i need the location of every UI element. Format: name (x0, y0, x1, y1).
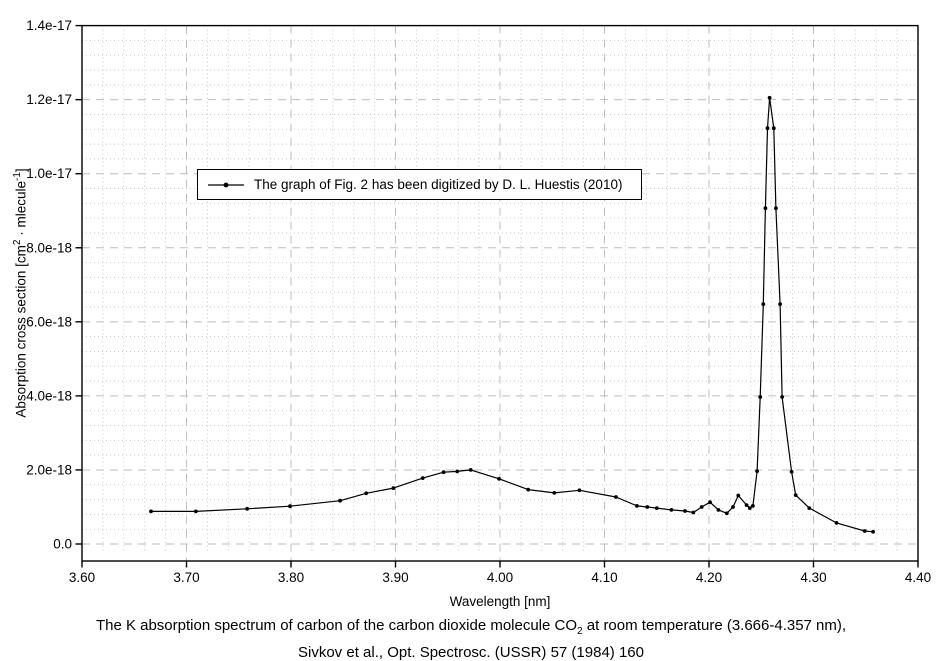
data-point (691, 510, 696, 515)
data-point (744, 503, 749, 507)
data-point (149, 509, 153, 514)
data-point (807, 506, 812, 510)
data-point (780, 395, 784, 399)
y-tick-label: 0.0 (53, 537, 72, 552)
y-axis-title: Absorption cross section [cm2 · mlecule-… (11, 168, 29, 418)
data-point (468, 468, 473, 472)
data-point (767, 95, 772, 100)
data-point (778, 302, 782, 306)
data-markers (149, 95, 875, 534)
y-tick-label: 6.0e-18 (26, 314, 72, 329)
x-tick-label: 4.40 (905, 570, 931, 585)
data-point (288, 504, 292, 509)
data-point (497, 476, 501, 481)
x-axis-title: Wavelength [nm] (449, 594, 551, 609)
y-tick-label: 1.4e-17 (26, 18, 72, 33)
data-point (765, 126, 770, 131)
data-point (758, 395, 763, 399)
y-tick-label: 1.2e-17 (26, 92, 72, 107)
data-point (683, 509, 687, 513)
caption: The K absorption spectrum of carbon of t… (0, 615, 942, 661)
data-point (761, 302, 766, 306)
data-point (774, 206, 778, 211)
x-tick-label: 4.30 (800, 570, 826, 585)
data-point (614, 495, 618, 499)
data-point (441, 470, 446, 475)
data-point (245, 506, 250, 511)
x-tick-label: 3.90 (382, 570, 408, 585)
data-point (834, 521, 839, 525)
x-tick-label: 3.60 (69, 570, 95, 585)
x-tick-label: 3.80 (278, 570, 304, 585)
y-tick-label: 1.0e-17 (26, 166, 72, 181)
legend-label: The graph of Fig. 2 has been digitized b… (254, 177, 623, 192)
data-point (338, 498, 342, 503)
data-point (420, 476, 425, 480)
caption-line-1: The K absorption spectrum of carbon of t… (95, 617, 847, 637)
x-tick-label: 4.10 (591, 570, 617, 585)
data-point (747, 506, 752, 510)
legend-line-marker-icon (208, 182, 244, 187)
x-tick-label: 4.20 (696, 570, 722, 585)
data-point (654, 506, 659, 510)
caption-line-2: Sivkov et al., Opt. Spectrosc. (USSR) 57… (298, 644, 644, 661)
tick-labels: 3.60 3.70 3.80 3.90 4.00 4.10 4.20 4.30 4.40 0.0 2… (26, 18, 931, 585)
axis-ticks (75, 24, 919, 568)
y-tick-label: 4.0e-18 (26, 388, 72, 403)
data-point (635, 504, 639, 508)
data-point (763, 206, 768, 211)
data-point (708, 500, 712, 505)
data-point (871, 529, 875, 534)
data-point (731, 505, 735, 509)
data-point (793, 493, 798, 497)
data-point (751, 504, 755, 508)
y-tick-label: 2.0e-18 (26, 462, 72, 477)
data-point (755, 469, 759, 473)
x-tick-label: 3.70 (173, 570, 199, 585)
x-tick-label: 4.00 (487, 570, 513, 585)
data-point (455, 469, 460, 474)
data-point (789, 469, 794, 474)
grid-major (82, 25, 918, 561)
data-point (526, 487, 531, 492)
data-point (194, 509, 198, 514)
data-point (645, 505, 650, 509)
data-point (669, 508, 674, 512)
data-point (364, 491, 369, 496)
data-point (577, 488, 582, 493)
data-point (771, 126, 776, 131)
data-point (724, 511, 729, 516)
data-point (391, 486, 396, 490)
data-point (716, 508, 721, 512)
legend: The graph of Fig. 2 has been digitized b… (197, 169, 642, 200)
data-line (151, 97, 874, 533)
data-point (699, 505, 704, 509)
data-point (552, 491, 557, 495)
y-tick-label: 8.0e-18 (26, 240, 72, 255)
data-point (736, 493, 741, 498)
data-point (862, 529, 867, 533)
